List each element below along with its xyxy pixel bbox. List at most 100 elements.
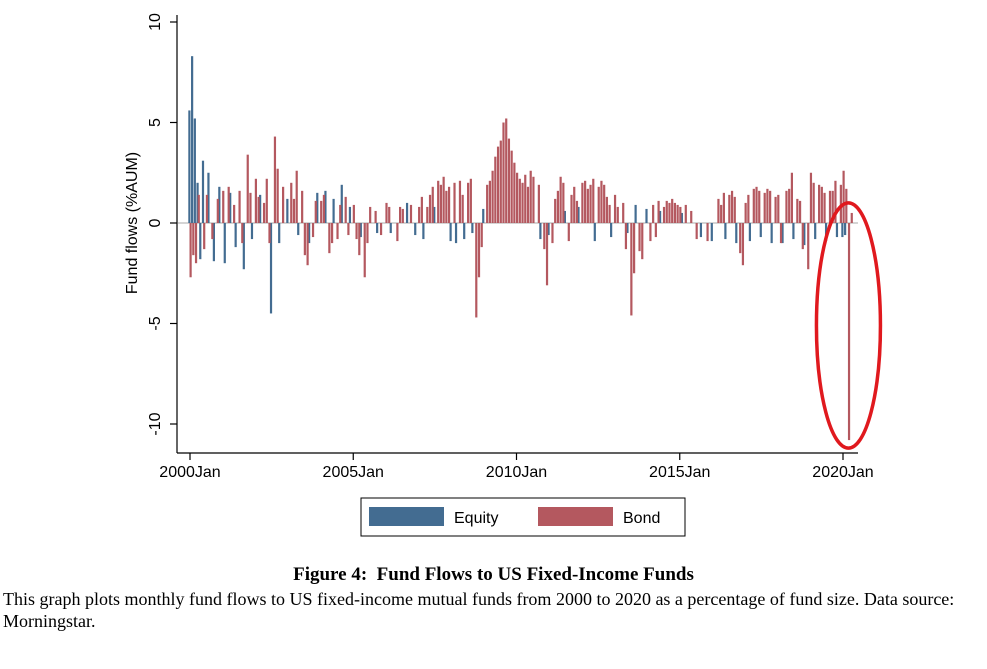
- equity-bar: [547, 223, 550, 236]
- bond-bar: [820, 186, 823, 223]
- bond-bar: [554, 198, 557, 223]
- bond-bar: [706, 223, 709, 242]
- x-tick-label: 2000Jan: [159, 464, 220, 481]
- equity-bar: [250, 223, 254, 240]
- y-tick-label: -10: [147, 412, 164, 435]
- bond-bar: [671, 198, 674, 223]
- equity-bar: [835, 223, 839, 238]
- bond-bar: [222, 190, 225, 223]
- bond-bar: [197, 194, 200, 223]
- bond-bar: [366, 223, 369, 244]
- bond-bar: [488, 180, 491, 223]
- bond-bar: [812, 182, 815, 223]
- bond-bar: [262, 202, 266, 223]
- bond-bar: [510, 150, 513, 223]
- bond-bar: [480, 223, 483, 248]
- bond-bar: [543, 223, 546, 250]
- bond-bar: [502, 122, 505, 223]
- equity-bar: [223, 223, 226, 264]
- bond-bar: [385, 202, 388, 223]
- bond-bar: [458, 180, 462, 223]
- legend-label-equity: Equity: [454, 510, 498, 527]
- bond-bar: [344, 196, 347, 223]
- bond-bar: [608, 204, 611, 223]
- y-axis-title: Fund flows (%AUM): [124, 152, 141, 294]
- bond-bar: [189, 223, 192, 278]
- bond-bar: [290, 182, 293, 223]
- legend-swatch-bond: [538, 507, 613, 526]
- equity-bar: [218, 186, 221, 223]
- bond-bar: [257, 196, 260, 223]
- bond-bar: [303, 223, 306, 256]
- bond-bar: [788, 188, 791, 223]
- bond-bar: [521, 182, 524, 223]
- bond-bar: [551, 223, 554, 244]
- bond-bar: [205, 194, 209, 223]
- bond-bar: [717, 198, 720, 223]
- bond-bar: [573, 186, 576, 223]
- equity-bar: [242, 223, 245, 270]
- y-ticks-group: 10 5 0 -5 -10: [147, 13, 177, 436]
- bond-bar: [654, 223, 657, 238]
- equity-bar: [454, 223, 458, 244]
- equity-bar: [278, 223, 281, 244]
- y-tick-label: 10: [147, 13, 164, 31]
- bond-bar: [785, 190, 788, 223]
- bond-bar: [622, 202, 625, 223]
- bond-bar: [295, 170, 298, 223]
- x-tick-label: 2020Jan: [812, 464, 873, 481]
- bond-bar: [570, 194, 573, 223]
- bond-bar: [311, 223, 315, 238]
- bond-bar: [526, 186, 530, 223]
- bond-bar: [592, 178, 595, 223]
- equity-bar: [207, 172, 210, 223]
- y-tick-label: -5: [147, 316, 164, 330]
- equity-bar: [359, 223, 362, 238]
- bond-bar: [722, 192, 725, 223]
- bond-bar: [695, 223, 698, 240]
- equity-bar: [645, 208, 648, 223]
- bond-bar: [769, 190, 772, 223]
- bond-bar: [766, 188, 769, 223]
- equity-bar: [844, 223, 847, 236]
- bond-bar: [516, 172, 519, 223]
- bond-bar: [216, 198, 219, 223]
- bond-bar: [254, 178, 257, 223]
- bond-bar: [774, 196, 777, 223]
- highlight-ellipse: [814, 201, 883, 450]
- bond-bar: [662, 206, 666, 223]
- bond-bar: [447, 186, 451, 223]
- bond-bar: [758, 190, 761, 223]
- equity-bar: [724, 223, 727, 240]
- bond-bar: [624, 223, 628, 250]
- bond-bar: [679, 206, 682, 223]
- equity-bar: [680, 212, 683, 223]
- bond-bar: [605, 196, 608, 223]
- bond-bar: [211, 223, 214, 240]
- equity-bar: [191, 56, 194, 223]
- bond-bar: [409, 204, 413, 223]
- equity-bar: [234, 223, 237, 248]
- bond-bar: [320, 200, 323, 223]
- bond-bar: [518, 178, 521, 223]
- equity-bar: [212, 223, 215, 262]
- bond-bar: [505, 118, 508, 223]
- equity-bar: [316, 192, 319, 223]
- bond-bar: [461, 194, 464, 223]
- bond-bar: [665, 200, 668, 223]
- bond-bar: [777, 194, 780, 223]
- bond-bar: [301, 190, 304, 223]
- equity-bar: [269, 223, 273, 314]
- bond-bar: [638, 223, 641, 252]
- bars-group: [188, 56, 853, 441]
- equity-bar: [577, 206, 580, 223]
- bond-bar: [363, 223, 366, 278]
- bond-bar: [428, 194, 432, 223]
- equity-bar: [634, 204, 637, 223]
- bond-bar: [657, 200, 660, 223]
- bond-bar: [469, 178, 472, 223]
- bond-bar: [227, 186, 230, 223]
- bond-bar: [532, 176, 535, 223]
- bond-bar: [597, 186, 600, 223]
- equity-bar: [405, 202, 409, 223]
